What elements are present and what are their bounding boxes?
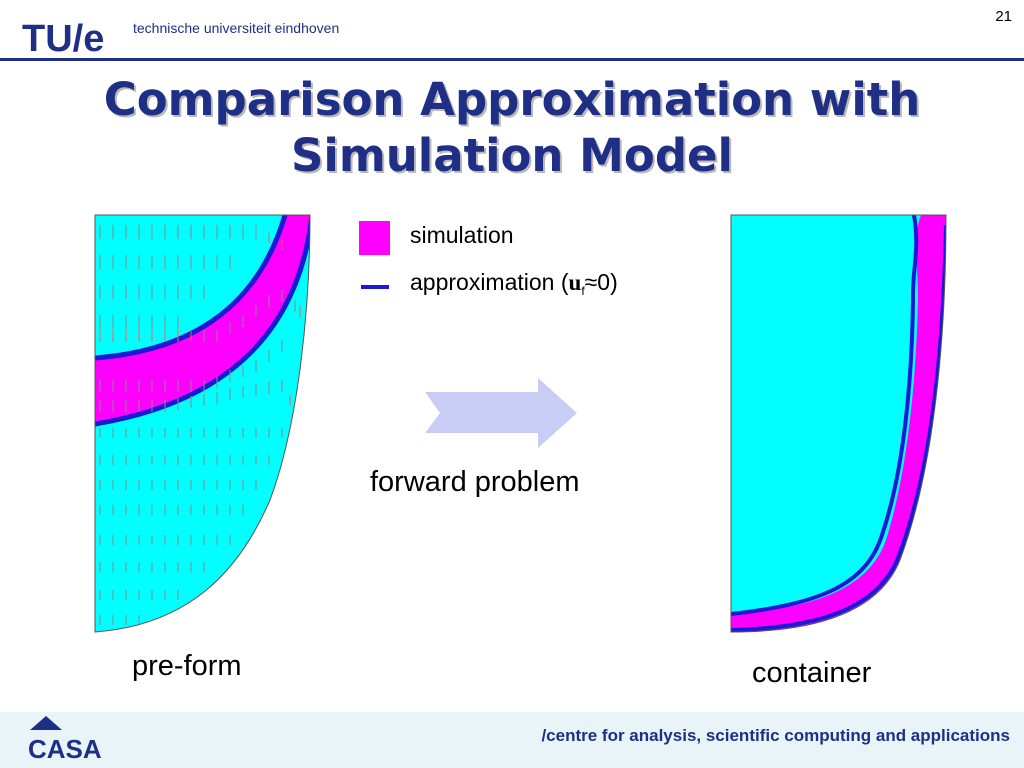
- legend-approx-sub: f: [581, 284, 585, 298]
- slide-title: Comparison Approximation with Simulation…: [0, 72, 1024, 184]
- legend-approx-prefix: approximation (: [410, 269, 569, 295]
- legend-simulation-label: simulation: [410, 222, 514, 248]
- legend-approx-tail: ≈0): [585, 269, 618, 295]
- footer-text: /centre for analysis, scientific computi…: [541, 726, 1010, 745]
- tue-logo: TU/e: [22, 18, 104, 58]
- legend-simulation-swatch: [359, 221, 390, 255]
- container-approx-outer: [731, 224, 946, 632]
- casa-logo-text: CASA: [28, 734, 102, 764]
- preform-approx-inner: [95, 215, 288, 361]
- preform-simulation-band: [95, 215, 310, 424]
- legend-approximation-swatch: [361, 285, 389, 289]
- container-simulation-band: [731, 215, 946, 632]
- footer-bar: [0, 712, 1024, 768]
- casa-roof-icon: [30, 716, 62, 730]
- header-rule: [0, 58, 1024, 61]
- preform-outline: [94, 214, 311, 633]
- container-figure: [730, 214, 947, 633]
- container-approx-inner: [731, 215, 919, 616]
- forward-arrow-icon: [425, 378, 577, 448]
- figure-canvas: simulation approximation (uf≈0): [94, 214, 947, 633]
- container-outline: [730, 214, 947, 633]
- velocity-arrows: [99, 225, 296, 625]
- casa-logo: CASA: [28, 716, 102, 764]
- legend-approx-var: u: [569, 270, 582, 295]
- forward-problem-label: forward problem: [370, 466, 580, 498]
- velocity-arrows-red: [99, 233, 301, 405]
- title-line-2: Simulation Model: [291, 129, 733, 182]
- container-caption: container: [752, 657, 872, 689]
- preform-caption: pre-form: [132, 650, 242, 682]
- legend-approximation-label: approximation (uf≈0): [410, 269, 618, 298]
- preform-approx-outer: [95, 215, 310, 427]
- page-number: 21: [995, 8, 1012, 25]
- title-line-1: Comparison Approximation with: [103, 73, 921, 126]
- preform-figure: [94, 214, 311, 633]
- tue-logo-text: TU/e: [22, 18, 104, 58]
- university-name: technische universiteit eindhoven: [133, 20, 340, 36]
